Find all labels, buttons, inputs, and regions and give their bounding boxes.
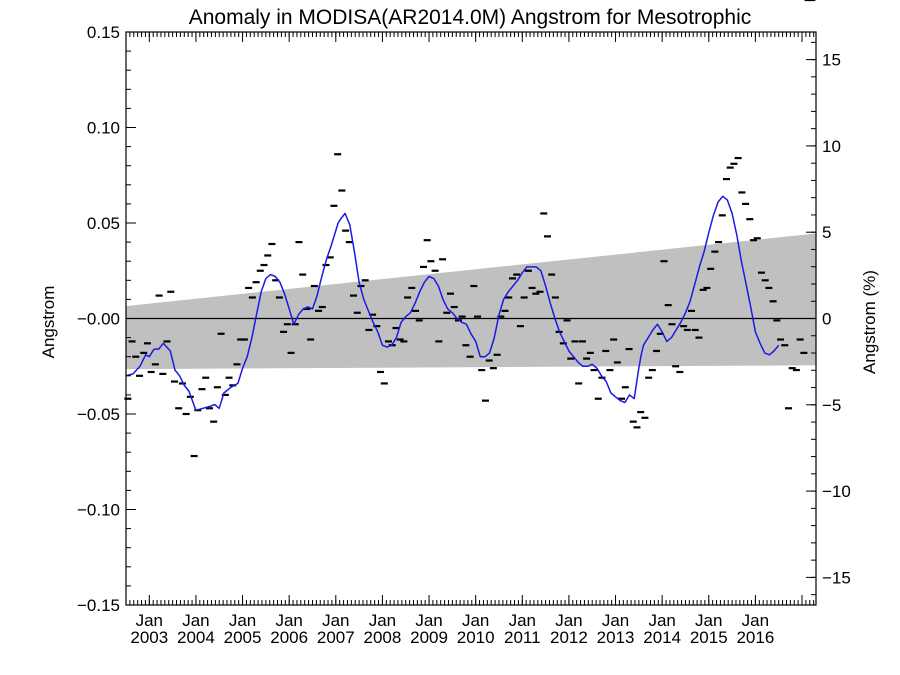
chart-title: Anomaly in MODISA(AR2014.0M) Angstrom fo… — [189, 6, 752, 29]
x-tick-month-label: Jan — [695, 611, 722, 630]
y2-tick-label: −5 — [822, 396, 841, 415]
y2-axis-label: Angstrom (%) — [860, 270, 879, 374]
x-tick-year-label: 2014 — [643, 628, 681, 647]
y-tick-label: −0.00 — [77, 310, 120, 329]
y-axis-label: Angstrom — [39, 286, 58, 359]
y2-tick-label: −15 — [822, 568, 851, 587]
x-tick-year-label: 2010 — [457, 628, 495, 647]
x-tick-year-label: 2004 — [177, 628, 215, 647]
x-tick-month-label: Jan — [462, 611, 489, 630]
x-tick-month-label: Jan — [742, 611, 769, 630]
y-tick-label: −0.15 — [77, 596, 120, 615]
y2-tick-label: 10 — [822, 137, 841, 156]
x-tick-year-label: 2007 — [317, 628, 355, 647]
y2-tick-label: −10 — [822, 482, 851, 501]
y-tick-label: 0.05 — [87, 214, 120, 233]
confidence-band — [126, 233, 816, 370]
x-tick-year-label: 2013 — [597, 628, 635, 647]
monthly-anomaly-markers — [124, 0, 816, 458]
y2-tick-label: 15 — [822, 51, 841, 70]
x-tick-year-label: 2008 — [364, 628, 402, 647]
y-tick-label: 0.10 — [87, 119, 120, 138]
x-tick-year-label: 2016 — [736, 628, 774, 647]
x-tick-month-label: Jan — [136, 611, 163, 630]
smoothed-line-layer — [125, 195, 780, 411]
x-tick-month-label: Jan — [648, 611, 675, 630]
x-tick-year-label: 2012 — [550, 628, 588, 647]
x-tick-month-label: Jan — [322, 611, 349, 630]
x-tick-month-label: Jan — [182, 611, 209, 630]
x-tick-month-label: Jan — [275, 611, 302, 630]
y-tick-label: −0.10 — [77, 501, 120, 520]
x-tick-year-label: 2006 — [270, 628, 308, 647]
x-tick-year-label: 2011 — [504, 628, 541, 647]
x-tick-month-label: Jan — [369, 611, 396, 630]
y-tick-label: −0.05 — [77, 405, 120, 424]
plot-frame — [125, 31, 817, 606]
x-tick-month-label: Jan — [415, 611, 442, 630]
x-tick-year-label: 2003 — [130, 628, 168, 647]
y-tick-label: 0.15 — [87, 23, 120, 42]
x-tick-year-label: 2005 — [224, 628, 262, 647]
x-tick-month-label: Jan — [602, 611, 629, 630]
confidence-band-layer — [126, 233, 816, 370]
x-tick-year-label: 2015 — [690, 628, 728, 647]
x-tick-month-label: Jan — [555, 611, 582, 630]
y2-tick-label: 0 — [822, 310, 831, 329]
x-tick-year-label: 2009 — [410, 628, 448, 647]
x-tick-month-label: Jan — [229, 611, 256, 630]
x-tick-month-label: Jan — [509, 611, 536, 630]
y2-tick-label: 5 — [822, 223, 831, 242]
smoothed-series-line — [125, 195, 780, 411]
